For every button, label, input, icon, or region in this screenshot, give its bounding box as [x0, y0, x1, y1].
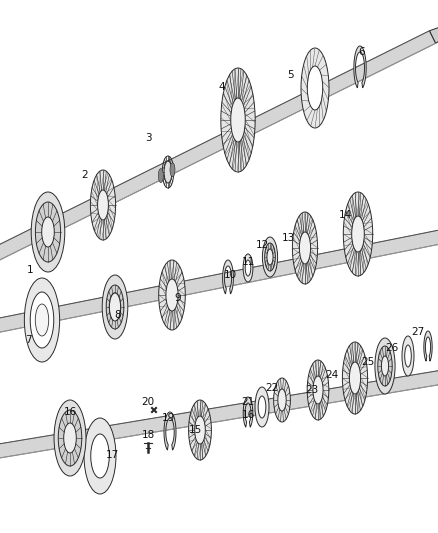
- Text: 20: 20: [141, 397, 155, 407]
- Polygon shape: [354, 46, 366, 88]
- Ellipse shape: [170, 163, 175, 177]
- Ellipse shape: [91, 434, 109, 478]
- Ellipse shape: [245, 260, 251, 276]
- Text: 14: 14: [339, 210, 352, 220]
- Ellipse shape: [255, 387, 269, 427]
- Polygon shape: [0, 227, 438, 338]
- Polygon shape: [424, 331, 432, 361]
- Ellipse shape: [194, 416, 205, 444]
- Ellipse shape: [58, 410, 82, 466]
- Text: 18: 18: [141, 430, 155, 440]
- Text: 8: 8: [115, 310, 121, 320]
- Text: 22: 22: [265, 383, 279, 393]
- Ellipse shape: [307, 360, 329, 420]
- Ellipse shape: [159, 260, 185, 330]
- Ellipse shape: [106, 285, 124, 329]
- Text: 6: 6: [359, 47, 365, 57]
- Ellipse shape: [243, 254, 253, 282]
- Text: 1: 1: [27, 265, 33, 275]
- Ellipse shape: [231, 98, 245, 142]
- Ellipse shape: [221, 68, 255, 172]
- Polygon shape: [0, 31, 436, 270]
- Ellipse shape: [84, 418, 116, 494]
- Text: 13: 13: [281, 233, 295, 243]
- Text: 27: 27: [411, 327, 424, 337]
- Ellipse shape: [90, 170, 116, 240]
- Ellipse shape: [402, 336, 414, 376]
- Ellipse shape: [313, 376, 323, 404]
- Text: 12: 12: [255, 240, 268, 250]
- Ellipse shape: [405, 345, 411, 367]
- Ellipse shape: [35, 304, 49, 336]
- Text: 23: 23: [305, 385, 318, 395]
- Ellipse shape: [352, 216, 364, 252]
- Ellipse shape: [64, 423, 76, 453]
- Text: 10: 10: [223, 270, 237, 280]
- Text: 17: 17: [106, 450, 119, 460]
- Ellipse shape: [110, 293, 120, 321]
- Text: 24: 24: [325, 370, 339, 380]
- Ellipse shape: [278, 389, 286, 411]
- Ellipse shape: [267, 249, 273, 265]
- Text: 15: 15: [188, 425, 201, 435]
- Ellipse shape: [258, 396, 266, 418]
- Polygon shape: [223, 260, 233, 294]
- Text: 5: 5: [287, 70, 293, 80]
- Text: 11: 11: [241, 257, 254, 267]
- Ellipse shape: [265, 243, 276, 271]
- Ellipse shape: [381, 356, 389, 376]
- Ellipse shape: [98, 190, 108, 220]
- Text: 16: 16: [241, 410, 254, 420]
- Ellipse shape: [378, 346, 392, 386]
- Ellipse shape: [375, 338, 395, 394]
- Ellipse shape: [343, 342, 367, 414]
- Text: 3: 3: [145, 133, 151, 143]
- Text: 9: 9: [175, 293, 181, 303]
- Ellipse shape: [42, 217, 54, 247]
- Ellipse shape: [307, 66, 323, 110]
- Polygon shape: [243, 397, 253, 427]
- Text: 19: 19: [161, 413, 175, 423]
- Ellipse shape: [343, 192, 373, 276]
- Ellipse shape: [166, 279, 178, 311]
- Ellipse shape: [274, 378, 290, 422]
- Text: 7: 7: [25, 335, 31, 345]
- Ellipse shape: [102, 275, 128, 339]
- Polygon shape: [164, 412, 176, 450]
- Ellipse shape: [30, 292, 54, 348]
- Ellipse shape: [300, 232, 311, 264]
- Ellipse shape: [189, 400, 212, 460]
- Text: 4: 4: [219, 82, 225, 92]
- Text: 2: 2: [82, 170, 88, 180]
- Ellipse shape: [350, 362, 360, 394]
- Ellipse shape: [301, 48, 329, 128]
- Ellipse shape: [158, 168, 163, 183]
- Ellipse shape: [35, 202, 60, 262]
- Text: 25: 25: [361, 357, 374, 367]
- Ellipse shape: [25, 278, 60, 362]
- Ellipse shape: [262, 237, 278, 277]
- Ellipse shape: [54, 400, 86, 476]
- Text: 16: 16: [64, 407, 77, 417]
- Polygon shape: [430, 10, 438, 43]
- Ellipse shape: [31, 192, 65, 272]
- Polygon shape: [0, 367, 438, 465]
- Text: 26: 26: [385, 343, 399, 353]
- Ellipse shape: [293, 212, 318, 284]
- Ellipse shape: [164, 161, 172, 183]
- Text: 21: 21: [241, 397, 254, 407]
